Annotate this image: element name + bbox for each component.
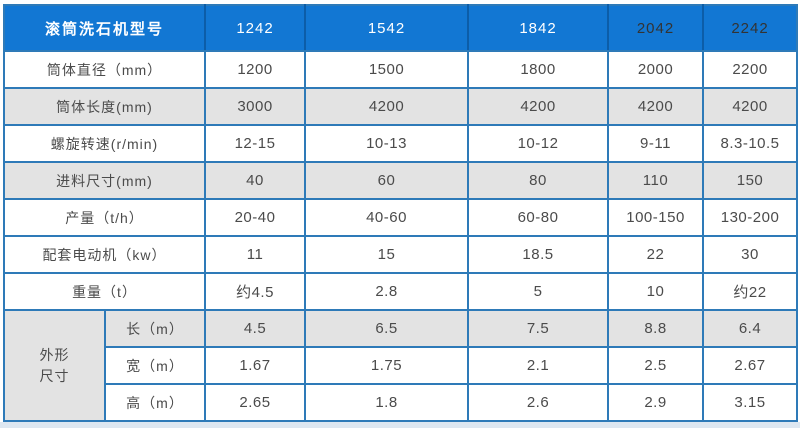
data-cell: 4200	[607, 87, 705, 126]
bottom-strip	[0, 422, 800, 428]
data-cell: 22	[607, 235, 705, 274]
data-cell: 60	[304, 161, 470, 200]
header-row: 滚筒洗石机型号 1242 1542 1842 2042 2242	[2, 4, 799, 52]
row-weight: 重量（t） 约4.5 2.8 5 10 约22	[2, 272, 799, 311]
row-label-cell: 产量（t/h）	[2, 198, 207, 237]
table-title-cell: 滚筒洗石机型号	[2, 4, 207, 52]
data-cell: 4200	[467, 87, 610, 126]
row-label-cell: 高（m）	[103, 383, 207, 422]
data-cell: 110	[607, 161, 705, 200]
row-label-cell: 配套电动机（kw）	[2, 235, 207, 274]
data-cell: 12-15	[204, 124, 307, 163]
data-cell: 10-12	[467, 124, 610, 163]
row-label-cell: 筒体直径（mm）	[2, 50, 207, 89]
row-label-cell: 筒体长度(mm)	[2, 87, 207, 126]
row-motor-power: 配套电动机（kw） 11 15 18.5 22 30	[2, 235, 799, 274]
row-drum-length: 筒体长度(mm) 3000 4200 4200 4200 4200	[2, 87, 799, 126]
data-cell: 5	[467, 272, 610, 311]
data-cell: 2.8	[304, 272, 470, 311]
row-label-cell: 宽（m）	[103, 346, 207, 385]
data-cell: 3000	[204, 87, 307, 126]
data-cell: 约22	[702, 272, 799, 311]
data-cell: 150	[702, 161, 799, 200]
data-cell: 2.9	[607, 383, 705, 422]
data-cell: 1.75	[304, 346, 470, 385]
model-header-2242: 2242	[702, 4, 799, 52]
row-feed-size: 进料尺寸(mm) 40 60 80 110 150	[2, 161, 799, 200]
data-cell: 80	[467, 161, 610, 200]
data-cell: 2.67	[702, 346, 799, 385]
model-header-2042: 2042	[607, 4, 705, 52]
data-cell: 2.65	[204, 383, 307, 422]
row-label-cell: 长（m）	[103, 309, 207, 348]
data-cell: 1200	[204, 50, 307, 89]
data-cell: 40-60	[304, 198, 470, 237]
data-cell: 1.8	[304, 383, 470, 422]
data-cell: 8.8	[607, 309, 705, 348]
spec-table-wrapper: 滚筒洗石机型号 1242 1542 1842 2042 2242 筒体直径（mm…	[2, 4, 799, 422]
data-cell: 10	[607, 272, 705, 311]
model-header-1842: 1842	[467, 4, 610, 52]
model-header-1242: 1242	[204, 4, 307, 52]
spec-table: 滚筒洗石机型号 1242 1542 1842 2042 2242 筒体直径（mm…	[2, 4, 799, 422]
data-cell: 60-80	[467, 198, 610, 237]
data-cell: 4.5	[204, 309, 307, 348]
row-dimension-width: 宽（m） 1.67 1.75 2.1 2.5 2.67	[4, 346, 799, 385]
row-label-cell: 螺旋转速(r/min)	[2, 124, 207, 163]
row-capacity: 产量（t/h） 20-40 40-60 60-80 100-150 130-20…	[2, 198, 799, 237]
data-cell: 2200	[702, 50, 799, 89]
model-header-1542: 1542	[304, 4, 470, 52]
data-cell: 6.5	[304, 309, 470, 348]
data-cell: 1.67	[204, 346, 307, 385]
data-cell: 2.1	[467, 346, 610, 385]
row-rotation-speed: 螺旋转速(r/min) 12-15 10-13 10-12 9-11 8.3-1…	[2, 124, 799, 163]
data-cell: 30	[702, 235, 799, 274]
data-cell: 4200	[702, 87, 799, 126]
row-dimension-length: 外形 尺寸 长（m） 4.5 6.5 7.5 8.8 6.4	[3, 309, 799, 422]
row-drum-diameter: 筒体直径（mm） 1200 1500 1800 2000 2200	[2, 50, 799, 89]
row-dimension-height: 高（m） 2.65 1.8 2.6 2.9 3.15	[4, 383, 799, 422]
row-label-cell: 进料尺寸(mm)	[2, 161, 207, 200]
data-cell: 40	[204, 161, 307, 200]
data-cell: 130-200	[702, 198, 799, 237]
data-cell: 10-13	[304, 124, 470, 163]
data-cell: 2.5	[607, 346, 705, 385]
data-cell: 9-11	[607, 124, 705, 163]
data-cell: 4200	[304, 87, 470, 126]
data-cell: 11	[204, 235, 307, 274]
data-cell: 18.5	[467, 235, 610, 274]
data-cell: 7.5	[467, 309, 610, 348]
data-cell: 3.15	[702, 383, 799, 422]
data-cell: 15	[304, 235, 470, 274]
data-cell: 约4.5	[204, 272, 307, 311]
dimension-group-label-cell: 外形 尺寸	[3, 309, 106, 422]
data-cell: 1500	[304, 50, 470, 89]
data-cell: 2000	[607, 50, 705, 89]
data-cell: 8.3-10.5	[702, 124, 799, 163]
data-cell: 2.6	[467, 383, 610, 422]
data-cell: 20-40	[204, 198, 307, 237]
row-label-cell: 重量（t）	[2, 272, 207, 311]
data-cell: 100-150	[607, 198, 705, 237]
data-cell: 1800	[467, 50, 610, 89]
data-cell: 6.4	[702, 309, 799, 348]
